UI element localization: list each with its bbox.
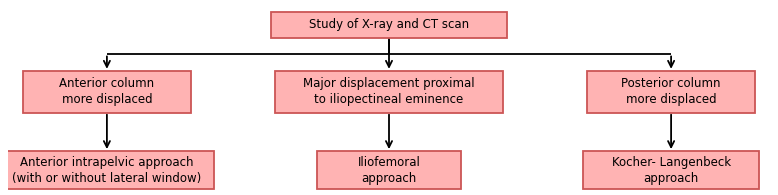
Text: Posterior column
more displaced: Posterior column more displaced [622,77,721,106]
Text: Anterior column
more displaced: Anterior column more displaced [59,77,155,106]
FancyBboxPatch shape [23,71,191,113]
FancyBboxPatch shape [275,71,503,113]
FancyBboxPatch shape [317,151,461,189]
FancyBboxPatch shape [271,12,507,38]
Text: Anterior intrapelvic approach
(with or without lateral window): Anterior intrapelvic approach (with or w… [12,156,202,185]
Text: Kocher- Langenbeck
approach: Kocher- Langenbeck approach [612,156,731,185]
Text: Iliofemoral
approach: Iliofemoral approach [358,156,420,185]
FancyBboxPatch shape [0,151,214,189]
FancyBboxPatch shape [584,151,759,189]
FancyBboxPatch shape [587,71,755,113]
Text: Study of X-ray and CT scan: Study of X-ray and CT scan [309,18,469,31]
Text: Major displacement proximal
to iliopectineal eminence: Major displacement proximal to iliopecti… [303,77,475,106]
